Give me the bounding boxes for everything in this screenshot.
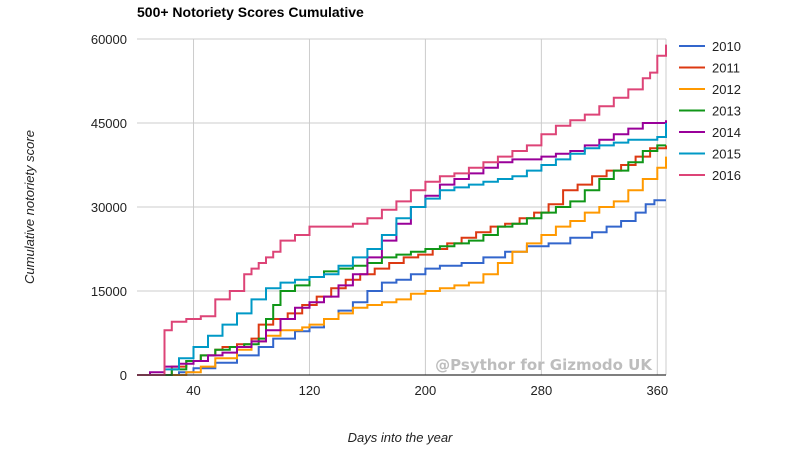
series-line-2011 <box>137 145 667 376</box>
series-line-2010 <box>137 199 666 376</box>
chart-series <box>137 44 667 376</box>
x-tick-label: 120 <box>299 383 321 398</box>
legend-label-2013: 2013 <box>712 104 741 119</box>
x-tick-label: 280 <box>531 383 553 398</box>
chart-grid <box>137 38 667 375</box>
x-tick-label: 200 <box>415 383 437 398</box>
legend-label-2015: 2015 <box>712 147 741 162</box>
watermark: @Psythor for Gizmodo UK <box>435 356 653 374</box>
legend-label-2010: 2010 <box>712 39 741 54</box>
chart-title: 500+ Notoriety Scores Cumulative <box>137 4 364 20</box>
legend-label-2016: 2016 <box>712 168 741 183</box>
y-tick-label: 0 <box>120 368 127 383</box>
y-axis-title: Cumulative notoriety score <box>22 130 37 284</box>
legend-label-2014: 2014 <box>712 125 741 140</box>
series-line-2013 <box>137 144 666 376</box>
x-axis-title: Days into the year <box>348 430 453 445</box>
legend-label-2011: 2011 <box>712 61 740 76</box>
x-tick-label: 360 <box>646 383 668 398</box>
legend-label-2012: 2012 <box>712 82 741 97</box>
y-tick-label: 15000 <box>91 284 127 299</box>
x-tick-label: 40 <box>186 383 200 398</box>
chart-axes: 0 15000 30000 45000 60000 40 120 200 280 360 <box>91 32 668 398</box>
series-line-2015 <box>137 123 667 376</box>
y-tick-label: 60000 <box>91 32 127 47</box>
y-tick-label: 45000 <box>91 116 127 131</box>
chart-legend: 2010 2011 2012 2013 2014 2015 2016 <box>679 39 741 183</box>
y-tick-label: 30000 <box>91 200 127 215</box>
series-line-2016 <box>137 44 667 376</box>
